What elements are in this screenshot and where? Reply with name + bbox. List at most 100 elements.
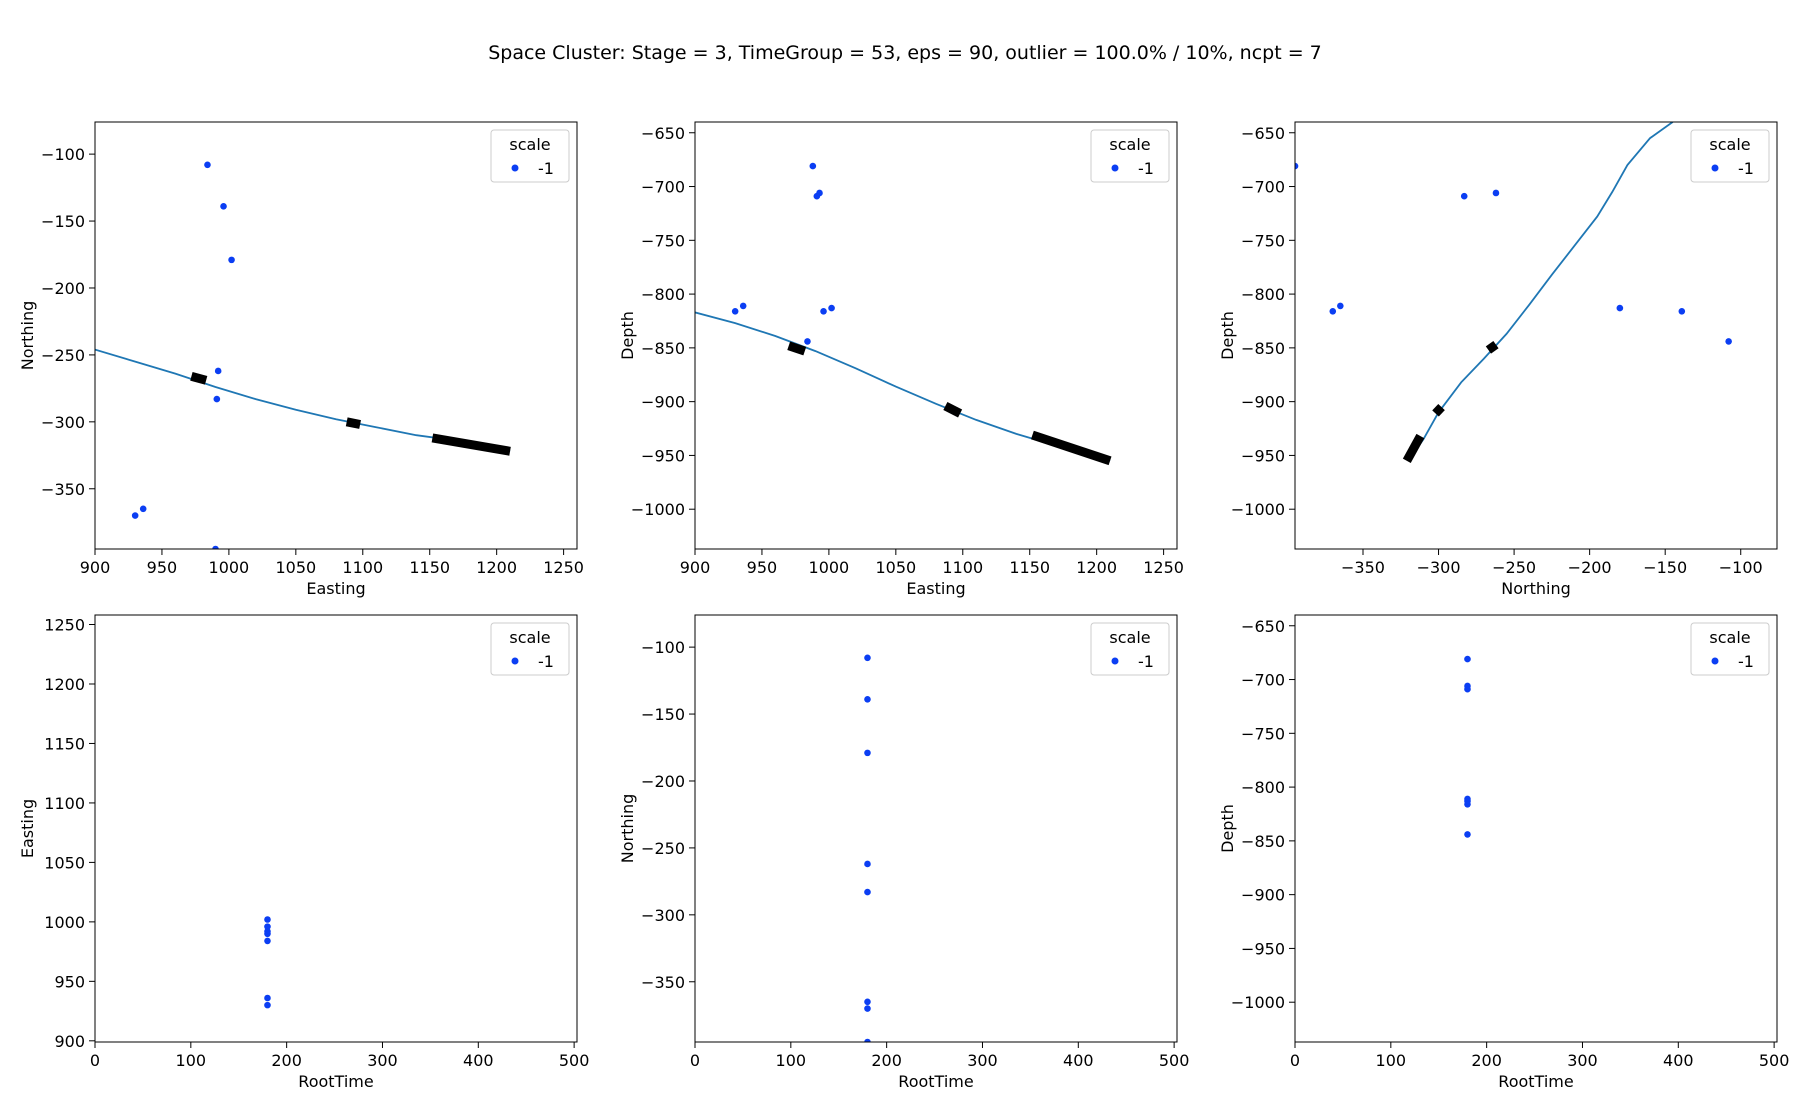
well-trajectory-line xyxy=(95,348,511,453)
x-tick-label: −300 xyxy=(1417,558,1461,577)
x-tick-label: −250 xyxy=(1492,558,1536,577)
legend-box xyxy=(1690,622,1770,676)
scatter-point xyxy=(204,161,211,169)
y-tick-label: −900 xyxy=(641,393,685,412)
y-axis-label: Depth xyxy=(618,311,637,360)
x-tick-label: 300 xyxy=(367,1051,398,1070)
legend-title: scale xyxy=(1709,135,1750,154)
y-tick-label: −1000 xyxy=(631,500,685,519)
x-tick-label: 500 xyxy=(559,1051,590,1070)
scatter-point xyxy=(131,512,139,519)
well-trajectory-line xyxy=(1407,122,1674,462)
panel-6: 0 100 200 300 400 500 −650 −700 −750 −800 −850 −900… xyxy=(1218,614,1790,1091)
legend-entry-label: -1 xyxy=(538,652,554,671)
well-trajectory-line xyxy=(695,311,1111,462)
y-tick-label: 950 xyxy=(54,972,85,991)
x-tick-label: 1250 xyxy=(543,558,584,577)
x-tick-label: −200 xyxy=(1568,558,1612,577)
plot-area xyxy=(95,161,511,549)
x-tick-label: −100 xyxy=(1719,558,1763,577)
legend: scale -1 xyxy=(1690,622,1770,676)
x-tick-label: 1200 xyxy=(1076,558,1117,577)
scatter-point xyxy=(864,888,871,896)
x-tick-label: 200 xyxy=(871,1051,902,1070)
y-tick-label: −900 xyxy=(1241,886,1285,905)
panel-2: 900 950 1000 1050 1100 1150 1200 1250 −650 −700 −7… xyxy=(618,121,1184,598)
x-tick-label: −150 xyxy=(1643,558,1687,577)
stage-segment-1 xyxy=(787,341,807,356)
legend-title: scale xyxy=(1709,628,1750,647)
y-axis-label: Easting xyxy=(18,799,37,858)
scatter-point xyxy=(864,1038,871,1042)
legend-entry-label: -1 xyxy=(1738,159,1754,178)
scatter-point xyxy=(864,998,871,1006)
y-tick-label: −300 xyxy=(41,413,85,432)
y-tick-label: 1200 xyxy=(44,675,85,694)
stage-segment-1 xyxy=(190,371,208,385)
x-tick-label: 900 xyxy=(680,558,711,577)
scatter-point xyxy=(809,162,817,170)
x-tick-label: 0 xyxy=(690,1051,700,1070)
scatter-point xyxy=(264,923,271,930)
y-tick-label: −650 xyxy=(641,124,685,143)
legend-entry-label: -1 xyxy=(1138,652,1154,671)
legend-entry-label: -1 xyxy=(1138,159,1154,178)
x-axis-label: RootTime xyxy=(298,1072,373,1091)
x-tick-label: 200 xyxy=(271,1051,302,1070)
scatter-point xyxy=(1492,189,1500,197)
legend-title: scale xyxy=(509,135,550,154)
legend-box xyxy=(490,129,570,183)
y-axis-label: Depth xyxy=(1218,804,1237,853)
x-tick-label: 1050 xyxy=(875,558,916,577)
y-tick-label: −150 xyxy=(41,212,85,231)
x-tick-label: 400 xyxy=(1063,1051,1094,1070)
x-axis-label: Easting xyxy=(906,579,965,598)
scatter-point xyxy=(739,302,747,310)
scatter-point xyxy=(1295,162,1299,170)
panel-4: 0 100 200 300 400 500 900 950 1000 1050 1100 1150 12… xyxy=(18,614,590,1091)
scatter-point xyxy=(1329,307,1337,315)
axes-frame xyxy=(1294,614,1778,1043)
x-tick-label: 300 xyxy=(1567,1051,1598,1070)
axes-frame xyxy=(94,121,578,550)
scatter-point xyxy=(1464,685,1471,693)
x-tick-label: −350 xyxy=(1341,558,1385,577)
y-tick-label: −700 xyxy=(1241,671,1285,690)
scatter-point xyxy=(804,338,811,345)
legend-entry-label: -1 xyxy=(538,159,554,178)
scatter-point xyxy=(264,994,271,1002)
y-tick-label: −800 xyxy=(1241,778,1285,797)
panel-5: 0 100 200 300 400 500 −100 −150 −200 −250 −300 −350… xyxy=(618,614,1189,1091)
y-tick-label: −150 xyxy=(641,705,685,724)
scatter-point xyxy=(864,654,871,662)
y-axis-label: Northing xyxy=(18,301,37,371)
y-tick-label: −350 xyxy=(641,973,685,992)
scatter-point xyxy=(213,395,221,403)
x-tick-label: 950 xyxy=(747,558,778,577)
x-tick-label: 100 xyxy=(176,1051,207,1070)
legend-title: scale xyxy=(1109,628,1150,647)
scatter-point xyxy=(828,304,835,312)
y-axis-label: Depth xyxy=(1218,311,1237,360)
axes-frame xyxy=(1294,121,1778,550)
y-tick-label: −250 xyxy=(641,839,685,858)
plot-area xyxy=(864,654,871,1042)
y-tick-label: −800 xyxy=(1241,285,1285,304)
y-tick-label: 900 xyxy=(54,1032,85,1051)
y-tick-label: −100 xyxy=(41,145,85,164)
stage-segment-2 xyxy=(1432,403,1445,417)
stage-segment-3 xyxy=(1030,430,1112,466)
x-tick-label: 1150 xyxy=(1009,558,1050,577)
x-tick-label: 500 xyxy=(1759,1051,1790,1070)
legend-title: scale xyxy=(1109,135,1150,154)
y-tick-label: −750 xyxy=(1241,231,1285,250)
scatter-point xyxy=(228,256,235,264)
x-tick-label: 1100 xyxy=(942,558,983,577)
stage-segment-1 xyxy=(1402,433,1425,463)
scatter-point xyxy=(864,749,871,757)
x-tick-label: 900 xyxy=(80,558,111,577)
scatter-point xyxy=(864,1005,871,1012)
x-axis-label: RootTime xyxy=(1498,1072,1573,1091)
stage-segment-3 xyxy=(431,433,511,456)
y-tick-label: −650 xyxy=(1241,124,1285,143)
